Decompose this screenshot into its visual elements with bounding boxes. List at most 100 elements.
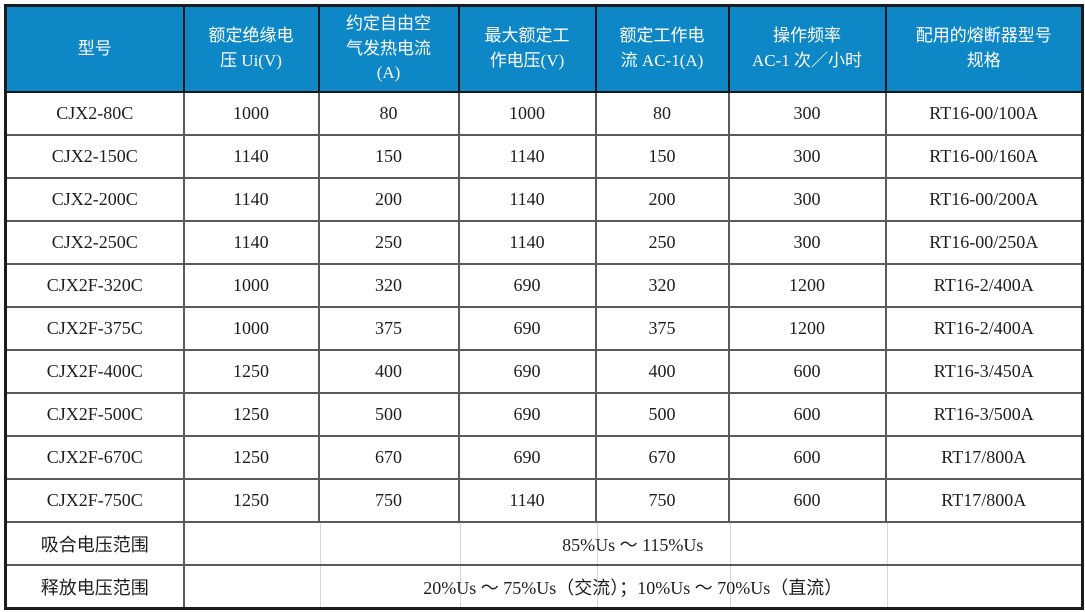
column-divider-line <box>319 566 321 607</box>
cell-thermal-current: 200 <box>317 177 460 222</box>
cell-fuse-spec: RT16-2/400A <box>884 263 1084 308</box>
cell-max-working-voltage: 690 <box>457 349 597 394</box>
cell-insulation-voltage: 1000 <box>182 306 320 351</box>
cell-model: CJX2F-670C <box>4 435 185 480</box>
cell-fuse-spec: RT16-00/160A <box>884 134 1084 179</box>
column-divider-line <box>459 524 461 563</box>
cell-fuse-spec: RT16-00/200A <box>884 177 1084 222</box>
cell-fuse-spec: RT16-3/450A <box>884 349 1084 394</box>
cell-working-current: 750 <box>594 478 730 523</box>
cell-operating-frequency: 300 <box>727 220 887 265</box>
cell-model: CJX2F-320C <box>4 263 185 308</box>
cell-operating-frequency: 600 <box>727 435 887 480</box>
table-row: CJX2F-500C 1250 500 690 500 600 RT16-3/5… <box>4 392 1084 437</box>
footer-value-text: 85%Us ～ 115%Us <box>562 534 704 555</box>
cell-fuse-spec: RT17/800A <box>884 435 1084 480</box>
cell-fuse-spec: RT16-2/400A <box>884 306 1084 351</box>
cell-max-working-voltage: 690 <box>457 306 597 351</box>
cell-model: CJX2F-375C <box>4 306 185 351</box>
cell-insulation-voltage: 1250 <box>182 349 320 394</box>
footer-label-release-voltage: 释放电压范围 <box>4 564 185 610</box>
col-header-fuse-spec: 配用的熔断器型号 规格 <box>884 4 1084 93</box>
cell-insulation-voltage: 1140 <box>182 177 320 222</box>
col-header-operating-frequency: 操作频率 AC-1 次／小时 <box>727 4 887 93</box>
cell-working-current: 250 <box>594 220 730 265</box>
cell-insulation-voltage: 1000 <box>182 91 320 136</box>
cell-insulation-voltage: 1250 <box>182 435 320 480</box>
table-row: CJX2F-750C 1250 750 1140 750 600 RT17/80… <box>4 478 1084 523</box>
cell-max-working-voltage: 1140 <box>457 478 597 523</box>
cell-working-current: 320 <box>594 263 730 308</box>
table-row: CJX2F-320C 1000 320 690 320 1200 RT16-2/… <box>4 263 1084 308</box>
footer-value-pickup-voltage: 85%Us ～ 115%Us <box>182 521 1084 566</box>
cell-operating-frequency: 300 <box>727 177 887 222</box>
col-header-working-current: 额定工作电 流 AC-1(A) <box>594 4 730 93</box>
col-header-thermal-current: 约定自由空 气发热电流 (A) <box>317 4 460 93</box>
cell-max-working-voltage: 1140 <box>457 220 597 265</box>
cell-operating-frequency: 600 <box>727 478 887 523</box>
cell-thermal-current: 750 <box>317 478 460 523</box>
table-row: CJX2F-400C 1250 400 690 400 600 RT16-3/4… <box>4 349 1084 394</box>
cell-max-working-voltage: 690 <box>457 435 597 480</box>
column-divider-line <box>886 566 888 607</box>
column-divider-line <box>319 524 321 563</box>
table-row: CJX2F-670C 1250 670 690 670 600 RT17/800… <box>4 435 1084 480</box>
cell-working-current: 200 <box>594 177 730 222</box>
table-row: CJX2-80C 1000 80 1000 80 300 RT16-00/100… <box>4 91 1084 136</box>
col-header-insulation-voltage: 额定绝缘电 压 Ui(V) <box>182 4 320 93</box>
table-row: CJX2-200C 1140 200 1140 200 300 RT16-00/… <box>4 177 1084 222</box>
cell-max-working-voltage: 1140 <box>457 134 597 179</box>
cell-max-working-voltage: 1000 <box>457 91 597 136</box>
cell-working-current: 670 <box>594 435 730 480</box>
cell-operating-frequency: 600 <box>727 349 887 394</box>
cell-thermal-current: 400 <box>317 349 460 394</box>
cell-insulation-voltage: 1140 <box>182 220 320 265</box>
cell-model: CJX2-80C <box>4 91 185 136</box>
contactor-spec-table: 型号 额定绝缘电 压 Ui(V) 约定自由空 气发热电流 (A) 最大额定工 作… <box>4 4 1084 610</box>
table-row: CJX2-250C 1140 250 1140 250 300 RT16-00/… <box>4 220 1084 265</box>
cell-insulation-voltage: 1250 <box>182 392 320 437</box>
cell-working-current: 375 <box>594 306 730 351</box>
cell-model: CJX2F-500C <box>4 392 185 437</box>
cell-working-current: 500 <box>594 392 730 437</box>
footer-row-release-voltage: 释放电压范围 20%Us ～ 75%Us（交流）；10%Us ～ 70%Us（直… <box>4 564 1084 610</box>
cell-working-current: 150 <box>594 134 730 179</box>
col-header-max-working-voltage: 最大额定工 作电压(V) <box>457 4 597 93</box>
cell-model: CJX2F-400C <box>4 349 185 394</box>
cell-operating-frequency: 1200 <box>727 306 887 351</box>
col-header-model: 型号 <box>4 4 185 93</box>
cell-insulation-voltage: 1140 <box>182 134 320 179</box>
cell-thermal-current: 150 <box>317 134 460 179</box>
cell-fuse-spec: RT16-00/100A <box>884 91 1084 136</box>
table-row: CJX2F-375C 1000 375 690 375 1200 RT16-2/… <box>4 306 1084 351</box>
cell-fuse-spec: RT16-00/250A <box>884 220 1084 265</box>
cell-insulation-voltage: 1000 <box>182 263 320 308</box>
cell-max-working-voltage: 690 <box>457 263 597 308</box>
cell-model: CJX2-250C <box>4 220 185 265</box>
column-divider-line <box>729 524 731 563</box>
cell-operating-frequency: 1200 <box>727 263 887 308</box>
cell-working-current: 80 <box>594 91 730 136</box>
cell-thermal-current: 670 <box>317 435 460 480</box>
cell-thermal-current: 250 <box>317 220 460 265</box>
cell-thermal-current: 320 <box>317 263 460 308</box>
cell-model: CJX2-150C <box>4 134 185 179</box>
footer-value-text: 20%Us ～ 75%Us（交流）；10%Us ～ 70%Us（直流） <box>423 577 843 598</box>
cell-thermal-current: 375 <box>317 306 460 351</box>
cell-thermal-current: 500 <box>317 392 460 437</box>
cell-operating-frequency: 600 <box>727 392 887 437</box>
cell-fuse-spec: RT16-3/500A <box>884 392 1084 437</box>
table-row: CJX2-150C 1140 150 1140 150 300 RT16-00/… <box>4 134 1084 179</box>
cell-max-working-voltage: 1140 <box>457 177 597 222</box>
cell-working-current: 400 <box>594 349 730 394</box>
cell-model: CJX2-200C <box>4 177 185 222</box>
cell-fuse-spec: RT17/800A <box>884 478 1084 523</box>
column-divider-line <box>886 524 888 563</box>
cell-thermal-current: 80 <box>317 91 460 136</box>
footer-row-pickup-voltage: 吸合电压范围 85%Us ～ 115%Us <box>4 521 1084 566</box>
cell-insulation-voltage: 1250 <box>182 478 320 523</box>
footer-label-pickup-voltage: 吸合电压范围 <box>4 521 185 566</box>
header-row: 型号 额定绝缘电 压 Ui(V) 约定自由空 气发热电流 (A) 最大额定工 作… <box>4 4 1084 93</box>
cell-operating-frequency: 300 <box>727 91 887 136</box>
